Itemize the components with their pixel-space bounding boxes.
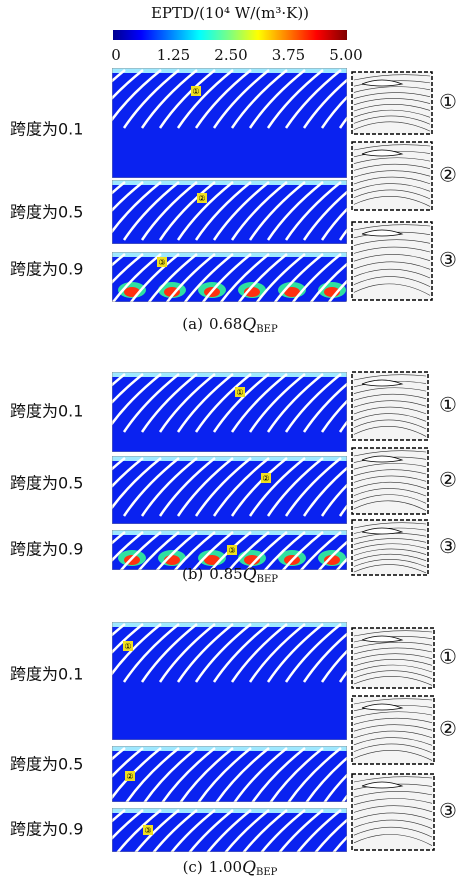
panel-caption: (a) 0.68QBEP	[182, 315, 278, 335]
contour-background	[112, 68, 347, 178]
caption-symbol: Q	[242, 315, 256, 335]
span-label: 跨度为0.1	[10, 665, 83, 684]
span-label: 跨度为0.5	[10, 203, 83, 222]
marker-label: ②	[198, 194, 205, 203]
contour-background	[112, 252, 347, 302]
caption-flow: 1.00	[209, 858, 242, 876]
inset-label: ①	[439, 90, 457, 114]
inset-label: ②	[439, 717, 457, 741]
caption-symbol: Q	[243, 565, 257, 585]
marker-label: ②	[262, 474, 269, 483]
caption-subscript: BEP	[256, 324, 278, 335]
colorbar-tick-label: 1.25	[157, 46, 190, 64]
caption-flow: 0.68	[209, 315, 242, 333]
colorbar	[113, 30, 347, 40]
span-label: 跨度为0.5	[10, 474, 83, 493]
inset-label: ②	[439, 468, 457, 492]
caption-subscript: BEP	[256, 867, 278, 878]
inset-label: ②	[439, 163, 457, 187]
span-label: 跨度为0.9	[10, 820, 83, 839]
span-label: 跨度为0.5	[10, 755, 83, 774]
inset-label: ③	[439, 799, 457, 823]
caption-subscript: BEP	[257, 574, 279, 585]
span-label: 跨度为0.9	[10, 540, 83, 559]
colorbar-tick-label: 2.50	[214, 46, 247, 64]
caption-letter: (a)	[182, 315, 203, 333]
marker-label: ①	[124, 642, 131, 651]
caption-letter: (c)	[183, 858, 203, 876]
figure: EPTD/(10⁴ W/(m³·K)) 0 1.25 2.50 3.75 5.00 跨度为…	[0, 0, 460, 883]
marker-label: ③	[144, 826, 151, 835]
inset-label: ①	[439, 645, 457, 669]
colorbar-tick-label: 3.75	[272, 46, 305, 64]
marker-label: ③	[228, 546, 235, 555]
span-label: 跨度为0.1	[10, 402, 83, 421]
contour-background	[112, 622, 347, 740]
marker-label: ②	[126, 772, 133, 781]
colorbar-tick-label: 5.00	[329, 46, 362, 64]
span-label: 跨度为0.9	[10, 260, 83, 279]
caption-symbol: Q	[242, 858, 256, 878]
colorbar-tick-label: 0	[111, 46, 121, 64]
marker-label: ①	[192, 87, 199, 96]
colorbar-title: EPTD/(10⁴ W/(m³·K))	[151, 4, 309, 22]
inset-label: ③	[439, 534, 457, 558]
span-label: 跨度为0.1	[10, 120, 83, 139]
inset-label: ③	[439, 248, 457, 272]
marker-label: ③	[158, 258, 165, 267]
caption-letter: (b)	[182, 565, 203, 583]
caption-flow: 0.85	[209, 565, 242, 583]
panel-caption: (c) 1.00QBEP	[183, 858, 278, 878]
marker-label: ①	[236, 388, 243, 397]
inset-label: ①	[439, 393, 457, 417]
